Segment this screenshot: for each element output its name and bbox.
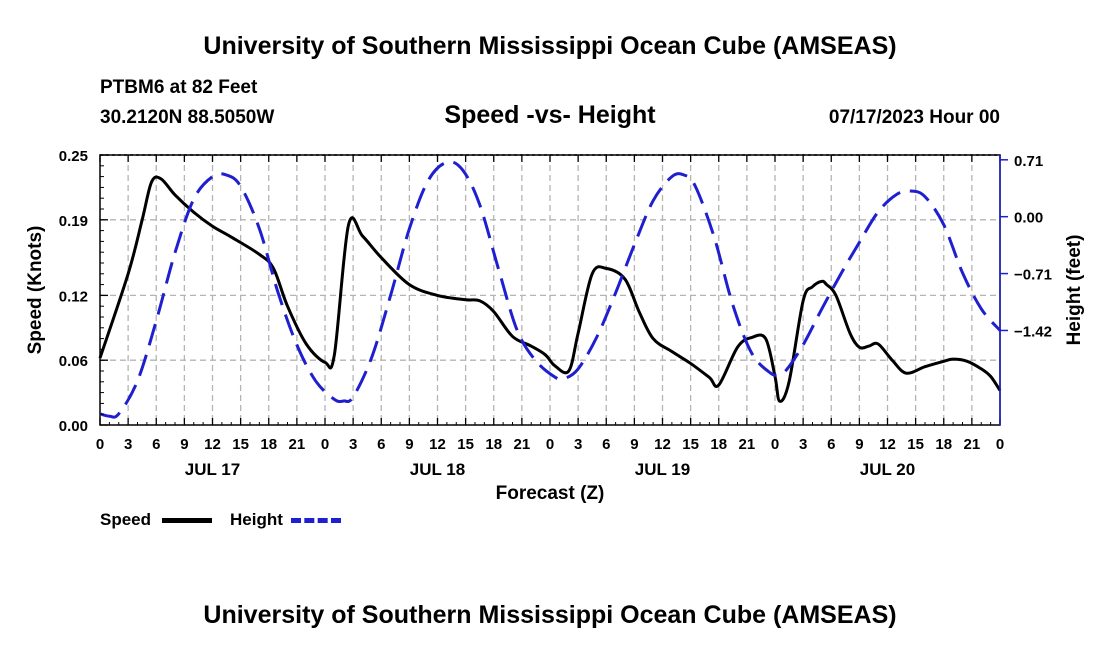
x-tick-label: 21 bbox=[739, 436, 756, 453]
x-tick-label: 6 bbox=[377, 436, 385, 453]
x-tick-label: 15 bbox=[457, 436, 474, 453]
x-tick-label: 0 bbox=[96, 436, 104, 453]
x-tick-label: 3 bbox=[349, 436, 357, 453]
height-series-line bbox=[99, 160, 1002, 419]
x-tick-label: 18 bbox=[935, 436, 952, 453]
station-coordinates: 30.2120N 88.5050W bbox=[100, 107, 275, 128]
y-right-tick-label: −1.42 bbox=[1014, 323, 1052, 340]
y-right-tick-label: 0.71 bbox=[1014, 153, 1043, 170]
legend-speed-label: Speed bbox=[100, 510, 152, 529]
x-tick-label: 21 bbox=[289, 436, 306, 453]
x-tick-label: 0 bbox=[771, 436, 779, 453]
x-tick-label: 18 bbox=[710, 436, 727, 453]
x-tick-label: 18 bbox=[260, 436, 277, 453]
x-tick-label: 21 bbox=[964, 436, 981, 453]
grid-lines bbox=[100, 155, 1000, 425]
footer-title: University of Southern Mississippi Ocean… bbox=[203, 601, 897, 629]
y-left-tick-label: 0.25 bbox=[59, 148, 88, 165]
y-axis-left-label-text: Speed (Knots) bbox=[25, 225, 46, 355]
y-left-tick-label: 0.12 bbox=[59, 288, 88, 305]
axis-ticks: 0 3 6 9 12 15 18 21 0 3 6 9 12 15 18 21 0 3 6 9 12 15 18 21 0 3 6 9… bbox=[59, 148, 1052, 479]
station-label: PTBM6 at 82 Feet bbox=[100, 77, 258, 98]
y-left-tick-label: 0.00 bbox=[59, 418, 88, 435]
legend-speed-swatch bbox=[162, 518, 212, 523]
legend-height-swatch bbox=[291, 518, 341, 523]
x-tick-label: 0 bbox=[546, 436, 554, 453]
y-right-tick-label: 0.00 bbox=[1014, 210, 1043, 227]
y-axis-right-label-text: Height (feet) bbox=[1064, 234, 1085, 346]
x-tick-label: 3 bbox=[124, 436, 132, 453]
x-tick-label: 9 bbox=[180, 436, 188, 453]
x-tick-label: 9 bbox=[855, 436, 863, 453]
y-left-tick-label: 0.19 bbox=[59, 213, 88, 230]
x-tick-label: 12 bbox=[204, 436, 221, 453]
x-tick-label: 0 bbox=[996, 436, 1004, 453]
x-day-label: JUL 20 bbox=[860, 460, 915, 479]
x-day-label: JUL 17 bbox=[185, 460, 240, 479]
y-right-tick-label: −0.71 bbox=[1014, 267, 1052, 284]
y-left-tick-label: 0.06 bbox=[59, 353, 88, 370]
x-tick-label: 15 bbox=[232, 436, 249, 453]
x-tick-label: 12 bbox=[429, 436, 446, 453]
legend-height-label: Height bbox=[230, 510, 283, 529]
x-tick-label: 3 bbox=[574, 436, 582, 453]
x-axis-label: Forecast (Z) bbox=[495, 483, 605, 504]
x-tick-label: 18 bbox=[485, 436, 502, 453]
x-day-label: JUL 19 bbox=[635, 460, 690, 479]
x-tick-label: 6 bbox=[152, 436, 160, 453]
series-lines bbox=[98, 160, 1002, 419]
x-tick-label: 6 bbox=[602, 436, 610, 453]
x-tick-label: 9 bbox=[405, 436, 413, 453]
x-tick-label: 12 bbox=[654, 436, 671, 453]
x-tick-label: 0 bbox=[321, 436, 329, 453]
x-tick-label: 21 bbox=[514, 436, 531, 453]
x-tick-label: 3 bbox=[799, 436, 807, 453]
chart-main-title: University of Southern Mississippi Ocean… bbox=[203, 32, 897, 60]
x-tick-label: 12 bbox=[879, 436, 896, 453]
speed-height-chart: 0 3 6 9 12 15 18 21 0 3 6 9 12 15 18 21 0 3 6 9 12 15 18 21 0 3 6 9… bbox=[59, 148, 1052, 479]
forecast-date: 07/17/2023 Hour 00 bbox=[828, 107, 1000, 128]
x-tick-label: 9 bbox=[630, 436, 638, 453]
x-tick-label: 15 bbox=[907, 436, 924, 453]
chart-subtitle: Speed -vs- Height bbox=[444, 101, 656, 129]
x-tick-label: 15 bbox=[682, 436, 699, 453]
x-tick-label: 6 bbox=[827, 436, 835, 453]
speed-series-line bbox=[98, 175, 1002, 403]
x-day-label: JUL 18 bbox=[410, 460, 465, 479]
